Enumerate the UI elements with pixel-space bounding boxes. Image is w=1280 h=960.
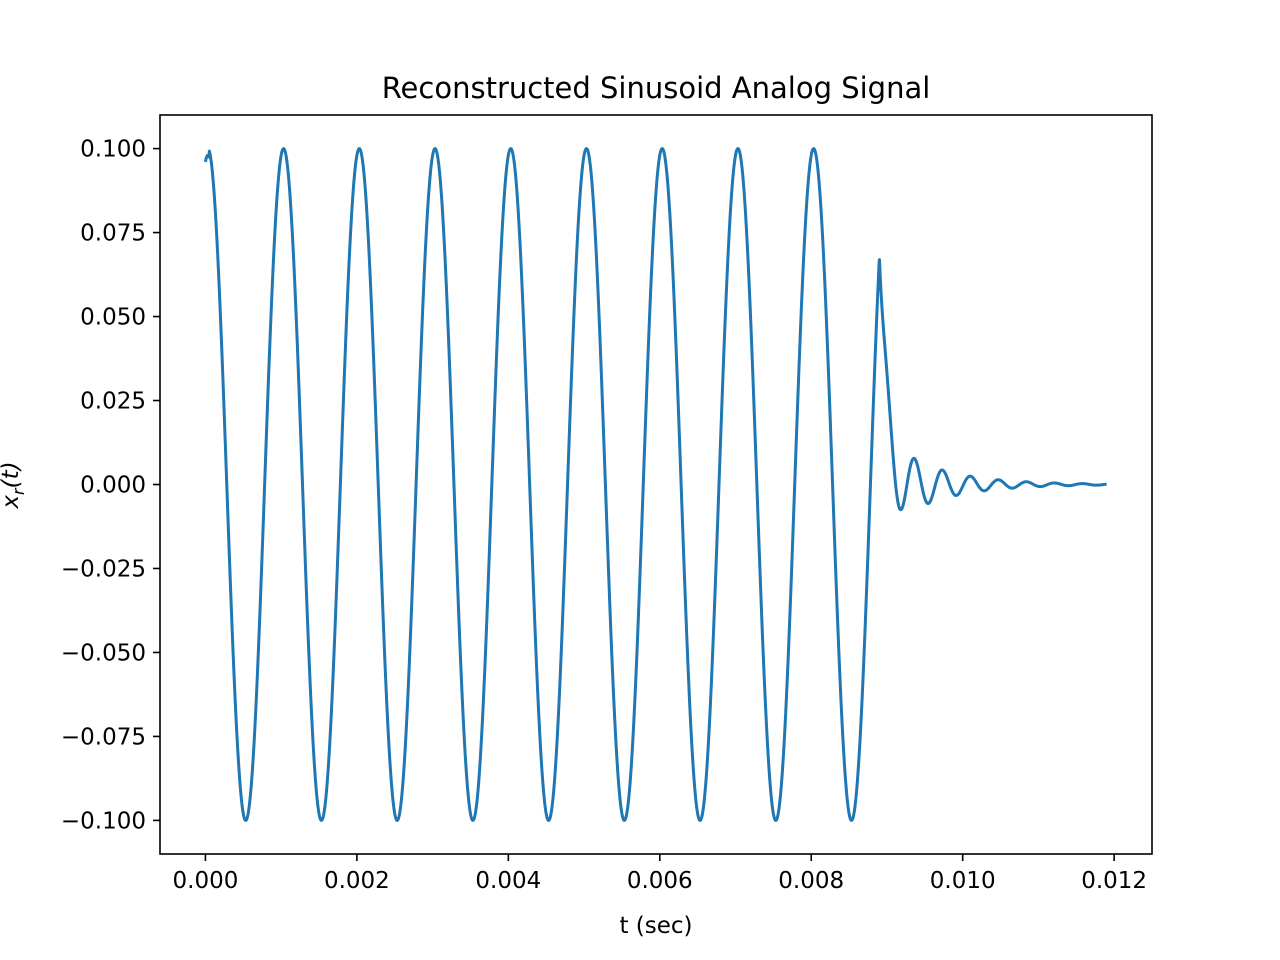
x-tick-label: 0.002 bbox=[324, 868, 390, 894]
y-axis: 0.100 0.075 0.050 0.025 0.000 −0.025 −0.050 −0.… bbox=[61, 137, 160, 834]
series-line bbox=[203, 147, 1108, 822]
x-tick-label: 0.004 bbox=[475, 868, 541, 894]
x-tick-label: 0.008 bbox=[778, 868, 844, 894]
y-tick-label: 0.025 bbox=[80, 389, 146, 415]
x-tick-label: 0.012 bbox=[1081, 868, 1147, 894]
plot-area bbox=[203, 147, 1108, 822]
series-layer bbox=[203, 147, 1108, 822]
y-label-main: x bbox=[0, 495, 24, 510]
y-axis-label: xr(t) bbox=[0, 461, 28, 509]
y-label-sub: r bbox=[9, 487, 28, 495]
chart-title: Reconstructed Sinusoid Analog Signal bbox=[382, 71, 931, 105]
x-tick-label: 0.006 bbox=[627, 868, 693, 894]
y-tick-label: 0.075 bbox=[80, 221, 146, 247]
svg-text:xr(t): xr(t) bbox=[0, 461, 28, 509]
y-tick-label: −0.100 bbox=[61, 808, 146, 834]
y-tick-label: −0.075 bbox=[61, 724, 146, 750]
y-tick-label: 0.000 bbox=[80, 473, 146, 499]
x-axis: 0.000 0.002 0.004 0.006 0.008 0.010 0.012 bbox=[173, 854, 1147, 894]
x-tick-label: 0.010 bbox=[930, 868, 996, 894]
y-tick-label: 0.100 bbox=[80, 137, 146, 163]
y-tick-label: 0.050 bbox=[80, 305, 146, 331]
y-label-arg: (t) bbox=[0, 461, 24, 488]
y-tick-label: −0.025 bbox=[61, 556, 146, 582]
x-tick-label: 0.000 bbox=[173, 868, 239, 894]
x-axis-label: t (sec) bbox=[619, 913, 692, 939]
y-tick-label: −0.050 bbox=[61, 640, 146, 666]
